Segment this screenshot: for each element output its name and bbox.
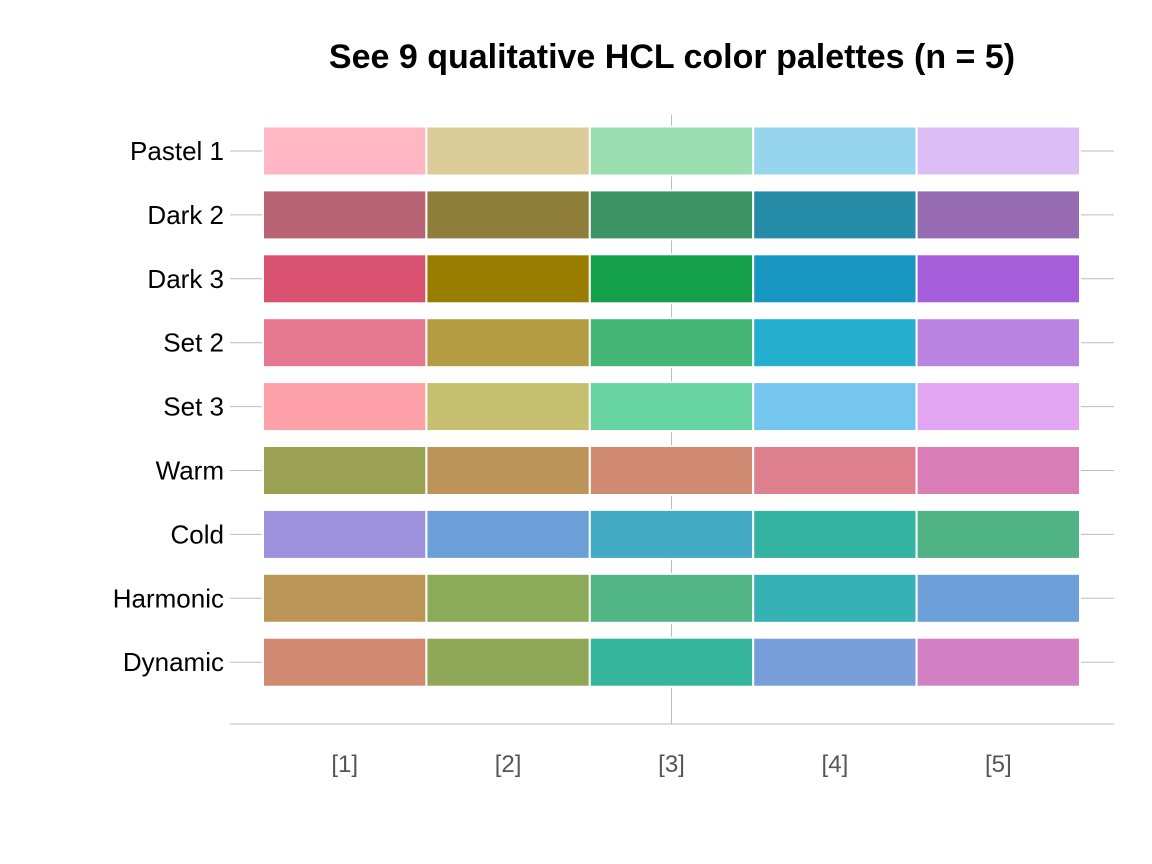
color-swatch [425, 381, 591, 433]
color-swatch [752, 508, 918, 560]
color-swatch [262, 125, 428, 177]
swatch-layer [262, 125, 1081, 688]
row-label: Pastel 1 [130, 136, 224, 166]
color-swatch [752, 253, 918, 305]
chart-title: See 9 qualitative HCL color palettes (n … [328, 38, 1016, 76]
color-swatch [915, 572, 1081, 624]
color-swatch [262, 572, 428, 624]
column-label: [5] [985, 751, 1012, 778]
color-swatch [752, 189, 918, 241]
color-swatch [588, 572, 755, 624]
color-swatch [752, 317, 918, 369]
color-swatch [915, 508, 1081, 560]
column-label: [3] [658, 751, 685, 778]
color-swatch [425, 317, 591, 369]
color-swatch [262, 445, 428, 496]
row-label: Set 2 [163, 328, 224, 358]
color-swatch [752, 125, 918, 177]
color-swatch [262, 189, 428, 241]
label-layer: Pastel 1 Dark 2 Dark 3 Set 2 Set 3 Warm Cold Ha… [113, 136, 1012, 778]
color-swatch [425, 445, 591, 496]
color-swatch [752, 445, 918, 496]
row-label: Set 3 [163, 392, 224, 422]
column-label: [2] [495, 751, 522, 778]
color-swatch [262, 508, 428, 560]
color-swatch [262, 381, 428, 433]
color-swatch [425, 508, 591, 560]
row-label: Cold [171, 519, 224, 549]
color-swatch [588, 189, 755, 241]
column-label: [4] [822, 751, 849, 778]
color-swatch [752, 381, 918, 433]
color-swatch [752, 636, 918, 688]
color-swatch [915, 125, 1081, 177]
color-swatch [752, 572, 918, 624]
color-swatch [588, 125, 755, 177]
row-label: Dark 2 [147, 200, 224, 230]
color-swatch [425, 253, 591, 305]
color-swatch [262, 317, 428, 369]
color-swatch [915, 636, 1081, 688]
color-swatch [915, 253, 1081, 305]
color-swatch [588, 445, 755, 496]
row-label: Warm [156, 456, 224, 486]
color-swatch [425, 636, 591, 688]
color-swatch [588, 381, 755, 433]
color-swatch [915, 381, 1081, 433]
color-swatch [588, 253, 755, 305]
color-swatch [425, 125, 591, 177]
color-swatch [262, 253, 428, 305]
color-swatch [425, 572, 591, 624]
row-label: Dark 3 [147, 264, 224, 294]
color-swatch [425, 189, 591, 241]
color-swatch [915, 189, 1081, 241]
color-swatch [915, 317, 1081, 369]
color-swatch [588, 317, 755, 369]
column-label: [1] [331, 751, 358, 778]
color-swatch [915, 445, 1081, 496]
color-swatch [262, 636, 428, 688]
row-label: Dynamic [123, 647, 224, 677]
color-swatch [588, 636, 755, 688]
row-label: Harmonic [113, 583, 224, 613]
color-swatch [588, 508, 755, 560]
